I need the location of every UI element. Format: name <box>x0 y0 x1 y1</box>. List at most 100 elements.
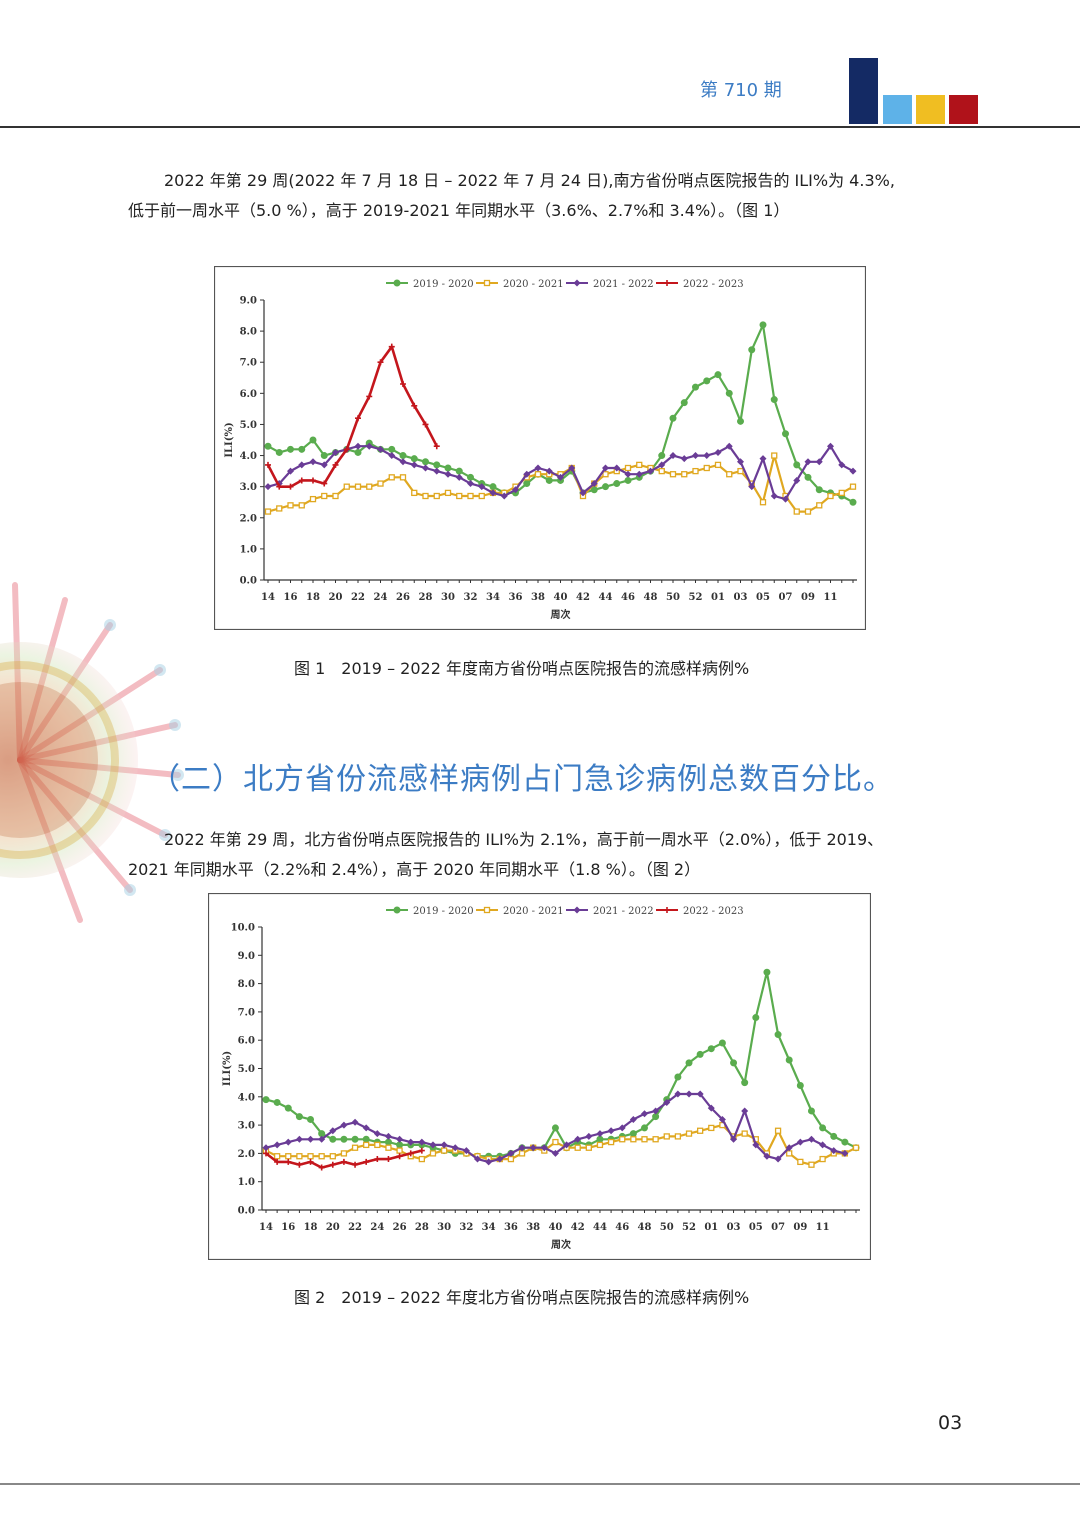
legend-label: 2020 - 2021 <box>503 279 564 290</box>
data-point <box>351 1118 359 1126</box>
data-point <box>365 442 373 450</box>
data-point <box>607 1127 615 1135</box>
x-tick-label: 24 <box>370 1222 384 1233</box>
data-point <box>377 480 384 487</box>
data-point <box>774 1155 782 1163</box>
x-tick-label: 48 <box>644 592 658 603</box>
data-point <box>540 1144 548 1152</box>
y-axis-label: ILI(%) <box>224 422 235 457</box>
data-point <box>444 464 452 472</box>
data-point <box>309 458 317 466</box>
data-point <box>384 1132 392 1140</box>
data-point <box>674 1090 682 1098</box>
data-point <box>275 448 283 456</box>
data-point <box>827 492 834 500</box>
data-point <box>663 1133 670 1140</box>
data-point <box>329 1135 337 1143</box>
data-point <box>804 508 812 515</box>
data-point <box>613 464 621 472</box>
data-point <box>692 452 699 460</box>
data-point <box>726 471 733 478</box>
chart-south-svg: 0.01.02.03.04.05.06.07.08.09.014 16 18 20 22… <box>214 266 866 630</box>
data-point <box>759 455 767 463</box>
y-tick-label: 5.0 <box>240 420 257 431</box>
data-point <box>618 1124 626 1132</box>
data-point <box>276 505 283 512</box>
x-tick-label: 44 <box>599 592 613 603</box>
virus-illustration <box>0 582 184 923</box>
data-point <box>507 1155 515 1163</box>
x-tick-label: 36 <box>504 1222 518 1233</box>
legend-item: 2020 - 2021 <box>476 279 564 290</box>
data-point <box>400 381 406 387</box>
data-point <box>640 1124 648 1132</box>
data-point <box>274 1158 281 1165</box>
paragraph-north: 2022 年第 29 周，北方省份哨点医院报告的 ILI%为 2.1%，高于前一… <box>128 825 958 885</box>
paragraph-line: 2022 年第 29 周(2022 年 7 月 18 日 – 2022 年 7 … <box>164 171 895 190</box>
legend-label: 2019 - 2020 <box>413 279 474 290</box>
data-point <box>354 442 362 450</box>
x-tick-label: 34 <box>486 592 500 603</box>
data-point <box>351 1135 359 1143</box>
x-tick-label: 30 <box>437 1222 451 1233</box>
data-point <box>374 1141 381 1149</box>
legend-item: 2019 - 2020 <box>386 279 474 290</box>
data-point <box>658 467 665 475</box>
data-point <box>838 489 845 497</box>
data-point <box>287 502 294 509</box>
y-tick-label: 7.0 <box>240 358 257 369</box>
x-tick-label: 44 <box>593 1222 607 1233</box>
chart-frame <box>214 266 866 630</box>
y-tick-label: 5.0 <box>238 1064 255 1075</box>
series-2022-2023 <box>265 343 440 490</box>
data-point <box>284 1138 292 1146</box>
y-tick-label: 6.0 <box>240 389 257 400</box>
data-point <box>287 467 294 475</box>
data-point <box>793 508 800 515</box>
data-point <box>355 415 361 422</box>
data-point <box>422 458 429 466</box>
header-color-block <box>849 58 878 124</box>
data-point <box>785 1056 793 1064</box>
data-point <box>418 1155 425 1163</box>
x-tick-label: 30 <box>441 592 455 603</box>
data-point <box>793 461 801 469</box>
data-point <box>287 445 294 453</box>
x-tick-label: 24 <box>374 592 388 603</box>
data-point <box>489 483 497 491</box>
x-tick-label: 05 <box>749 1222 763 1233</box>
data-point <box>664 280 670 286</box>
data-point <box>362 1124 370 1132</box>
data-point <box>692 467 699 475</box>
data-point <box>340 1135 348 1143</box>
data-point <box>309 436 317 444</box>
data-point <box>804 458 812 466</box>
data-point <box>714 371 722 379</box>
data-point <box>613 480 621 488</box>
data-point <box>545 476 553 484</box>
data-point <box>340 1121 348 1129</box>
data-point <box>307 1135 315 1143</box>
y-tick-label: 1.0 <box>240 544 257 555</box>
data-point <box>265 461 271 468</box>
data-point <box>332 448 339 456</box>
data-point <box>568 464 576 472</box>
data-point <box>273 1141 281 1149</box>
data-point <box>849 483 857 490</box>
x-tick-label: 52 <box>689 592 703 603</box>
data-point <box>384 1138 392 1146</box>
data-point <box>573 279 581 287</box>
data-point <box>808 1161 815 1168</box>
data-point <box>782 495 789 503</box>
data-point <box>296 1161 303 1168</box>
data-point <box>652 1107 660 1115</box>
data-point <box>574 1144 581 1151</box>
page-number: 03 <box>938 1412 963 1434</box>
data-point <box>725 389 733 397</box>
x-tick-label: 32 <box>464 592 478 603</box>
legend-item: 2021 - 2022 <box>566 906 654 917</box>
x-tick-label: 28 <box>415 1222 429 1233</box>
data-point <box>696 1050 704 1058</box>
data-point <box>748 346 756 354</box>
data-point <box>388 343 395 350</box>
